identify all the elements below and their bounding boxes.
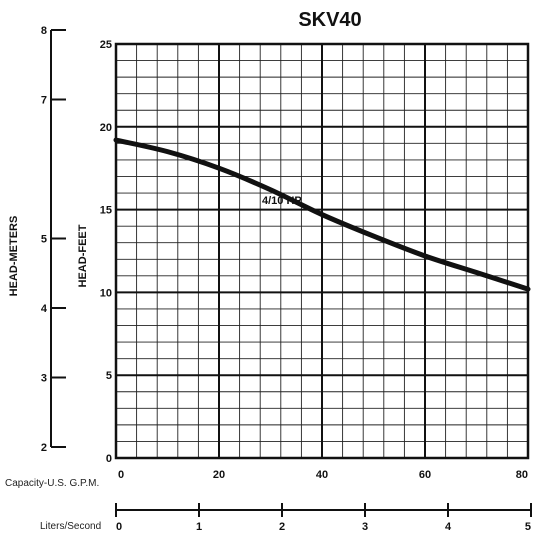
y-meters-label: HEAD-METERS xyxy=(8,216,20,297)
y-meters-tick-label: 4 xyxy=(41,303,48,315)
y-feet-tick-labels: 0 5 10 15 20 25 xyxy=(100,39,112,465)
y-feet-tick-label: 25 xyxy=(100,39,112,51)
y-feet-label: HEAD-FEET xyxy=(77,224,89,287)
y-meters-tick-label: 2 xyxy=(41,442,47,454)
x-gpm-tick-labels: 0 20 40 60 80 xyxy=(118,469,528,481)
x-lps-tick-label: 5 xyxy=(525,521,531,533)
x-lps-tick-label: 4 xyxy=(445,521,452,533)
y-feet-tick-label: 20 xyxy=(100,122,112,134)
x-lps-tick-label: 0 xyxy=(116,521,122,533)
x-gpm-tick-label: 40 xyxy=(316,469,328,481)
x-lps-tick-label: 2 xyxy=(279,521,285,533)
x-gpm-tick-label: 80 xyxy=(516,469,528,481)
x-gpm-label: Capacity-U.S. G.P.M. xyxy=(5,478,99,489)
grid-major xyxy=(116,44,528,458)
chart-title: SKV40 xyxy=(298,9,361,31)
y-meters-tick-label: 7 xyxy=(41,95,47,107)
y-feet-tick-label: 0 xyxy=(106,453,112,465)
x-lps-axis: 0 1 2 3 4 5 xyxy=(115,503,532,533)
x-gpm-tick-label: 60 xyxy=(419,469,431,481)
y-meters-tick-label: 5 xyxy=(41,234,47,246)
y-feet-tick-label: 10 xyxy=(100,287,112,299)
x-lps-label: Liters/Second xyxy=(40,521,101,532)
x-gpm-tick-label: 0 xyxy=(118,469,124,481)
hp-annotation: 4/10 HP xyxy=(262,195,302,207)
x-lps-tick-label: 3 xyxy=(362,521,368,533)
y-meters-tick-label: 3 xyxy=(41,373,47,385)
x-lps-tick-label: 1 xyxy=(196,521,202,533)
y-meters-axis: 2 3 4 5 7 8 xyxy=(41,25,66,454)
y-feet-tick-label: 15 xyxy=(100,205,112,217)
y-meters-tick-label: 8 xyxy=(41,25,47,37)
x-gpm-tick-label: 20 xyxy=(213,469,225,481)
y-feet-tick-label: 5 xyxy=(106,370,112,382)
plot-frame xyxy=(114,42,530,460)
pump-curve-line xyxy=(113,137,531,292)
